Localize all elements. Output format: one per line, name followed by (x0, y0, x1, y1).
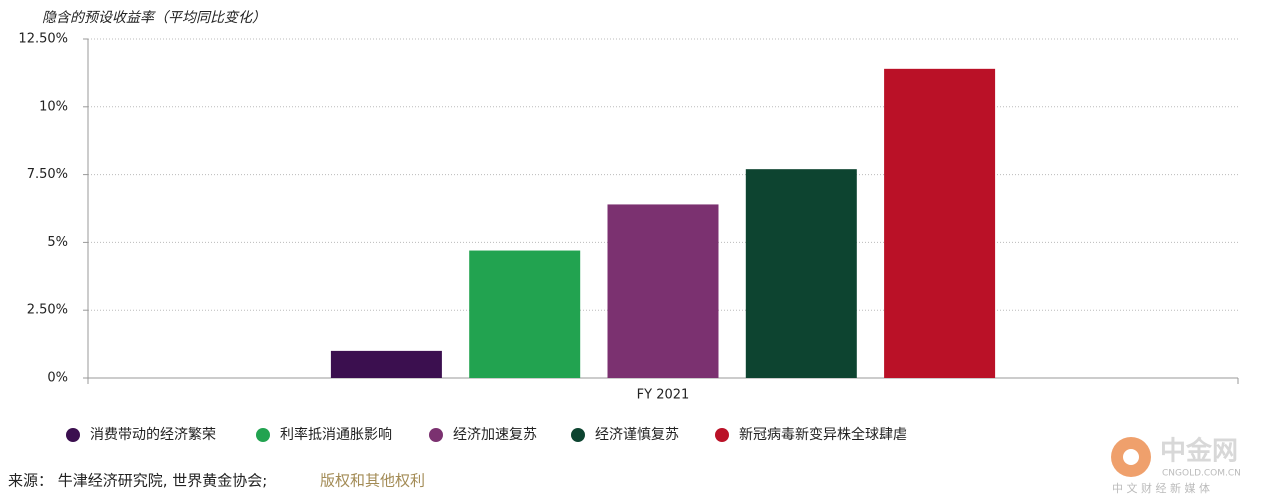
bar (745, 169, 857, 378)
watermark-domain: CNGOLD.COM.CN (1162, 469, 1241, 479)
legend-marker (256, 428, 270, 442)
watermark-logo-inner (1123, 449, 1139, 465)
legend-label: 新冠病毒新变异株全球肆虐 (739, 426, 907, 443)
bar (607, 204, 719, 378)
y-tick-label: 12.50% (18, 32, 68, 47)
source: 来源： 牛津经济研究院, 世界黄金协会; (8, 472, 267, 490)
watermark-tagline: 中 文 财 经 新 媒 体 (1112, 481, 1210, 495)
y-tick-label: 2.50% (27, 303, 68, 318)
legend-label: 利率抵消通胀影响 (280, 426, 392, 443)
y-tick-label: 0% (47, 371, 68, 386)
legend-label: 经济谨慎复苏 (595, 426, 679, 443)
y-tick-label: 5% (47, 235, 68, 250)
legend-label: 消费带动的经济繁荣 (90, 427, 216, 443)
bar (884, 68, 996, 378)
y-tick-label: 10% (39, 99, 68, 114)
legend-label: 经济加速复苏 (453, 426, 537, 443)
legend-marker (715, 428, 729, 442)
chart-title: 隐含的预设收益率（平均同比变化） (42, 10, 266, 26)
legend-marker (429, 428, 443, 442)
bar (469, 250, 581, 378)
source-link[interactable]: 版权和其他权利 (320, 472, 425, 490)
watermark: 中金网 CNGOLD.COM.CN 中 文 财 经 新 媒 体 (1111, 436, 1241, 495)
legend-marker (66, 428, 80, 442)
bar (330, 350, 442, 378)
legend-marker (571, 428, 585, 442)
x-tick-label: FY 2021 (637, 388, 690, 403)
y-tick-label: 7.50% (27, 167, 68, 182)
watermark-name: 中金网 (1160, 436, 1238, 467)
